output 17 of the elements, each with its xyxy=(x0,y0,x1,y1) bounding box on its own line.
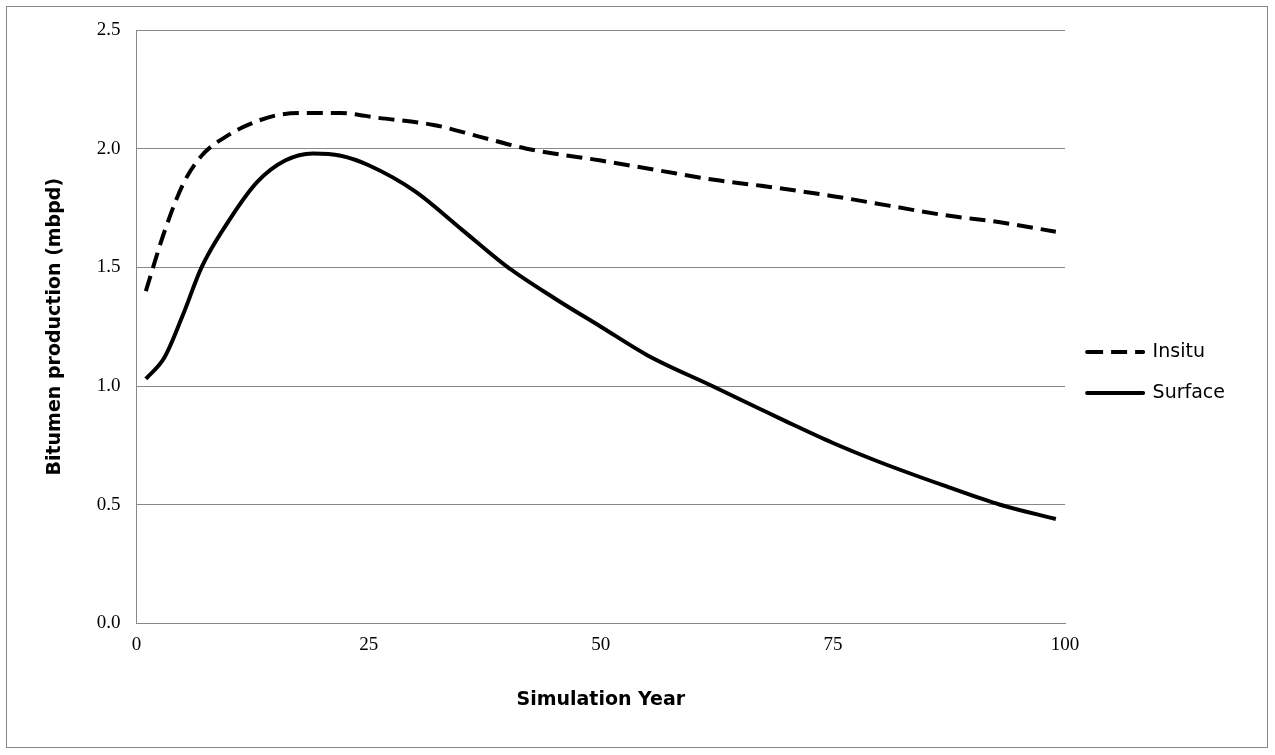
y-tick-label: 0.5 xyxy=(96,492,121,514)
x-axis-title: Simulation Year xyxy=(516,686,686,709)
x-tick-label: 25 xyxy=(359,632,379,654)
x-tick-label: 0 xyxy=(131,632,142,654)
x-tick-label: 50 xyxy=(591,632,611,654)
y-tick-label: 1.0 xyxy=(96,374,121,396)
y-tick-label: 1.5 xyxy=(96,255,121,277)
legend-label: Surface xyxy=(1152,379,1226,402)
y-tick-label: 2.0 xyxy=(96,136,121,158)
line-series xyxy=(143,151,1058,521)
x-tick-label: 100 xyxy=(1050,632,1080,654)
line-series xyxy=(143,111,1058,294)
legend-label: Insitu xyxy=(1152,338,1205,361)
y-axis-title: Bitumen production (mbpd) xyxy=(42,177,65,476)
y-tick-label: 0.0 xyxy=(96,611,121,633)
y-tick-label: 2.5 xyxy=(96,17,121,39)
x-tick-label: 75 xyxy=(823,632,843,654)
